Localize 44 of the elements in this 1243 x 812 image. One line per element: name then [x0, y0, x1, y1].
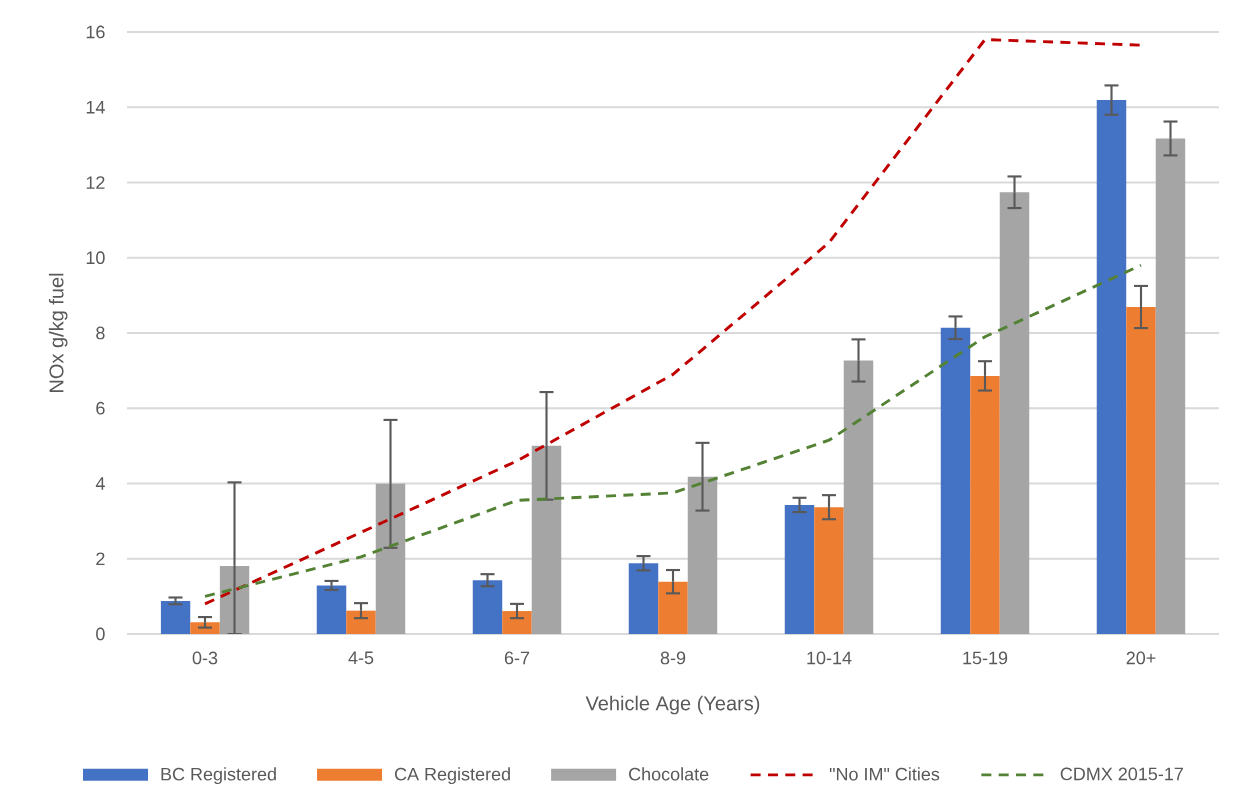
legend-label: Chocolate: [629, 767, 709, 781]
legend-label: BC Registered: [161, 767, 276, 785]
y-tick-label: 0: [96, 627, 105, 641]
y-tick-label: 2: [96, 552, 105, 566]
y-tick-label: 6: [96, 401, 105, 415]
bar: [531, 445, 562, 634]
x-tick-label: 15-19: [963, 651, 1008, 665]
y-tick-label: 14: [86, 101, 105, 114]
legend-label: CDMX 2015-17: [1060, 767, 1183, 781]
bar: [502, 611, 532, 634]
y-tick-label: 4: [95, 477, 105, 490]
x-tick-label: 8-9: [660, 651, 686, 665]
x-tick-label: 20+: [1126, 651, 1156, 665]
x-tick-label: 4-5: [348, 651, 374, 665]
legend-label: CA Registered: [394, 767, 510, 785]
bar: [346, 610, 376, 634]
legend-label: "No IM" Cities: [829, 767, 940, 781]
bar: [316, 585, 347, 634]
y-tick-label: 12: [86, 176, 105, 189]
x-tick-label: 10-14: [807, 651, 852, 665]
bar: [999, 192, 1030, 634]
x-tick-label: 6-7: [504, 651, 530, 665]
bar: [472, 580, 503, 634]
bar: [970, 375, 1000, 634]
bar: [1096, 100, 1127, 634]
bar: [687, 476, 718, 634]
y-axis-title: NOx g/kg fuel: [48, 273, 68, 392]
y-tick-label: 16: [86, 25, 105, 39]
x-axis-title: Vehicle Age (Years): [585, 695, 760, 715]
line-series: [203, 263, 1143, 598]
bar: [814, 507, 844, 634]
bar: [1126, 307, 1156, 634]
bar: [628, 563, 659, 634]
bar: [658, 581, 688, 634]
x-tick-label: 0-3: [192, 651, 218, 665]
bar: [375, 483, 406, 634]
y-tick-label: 10: [86, 251, 105, 265]
line-series: [203, 38, 1143, 606]
bar: [784, 504, 815, 634]
bar: [160, 600, 191, 634]
y-tick-label: 8: [96, 326, 105, 340]
bar: [940, 327, 971, 634]
bar: [1155, 138, 1186, 634]
bar: [843, 360, 874, 634]
